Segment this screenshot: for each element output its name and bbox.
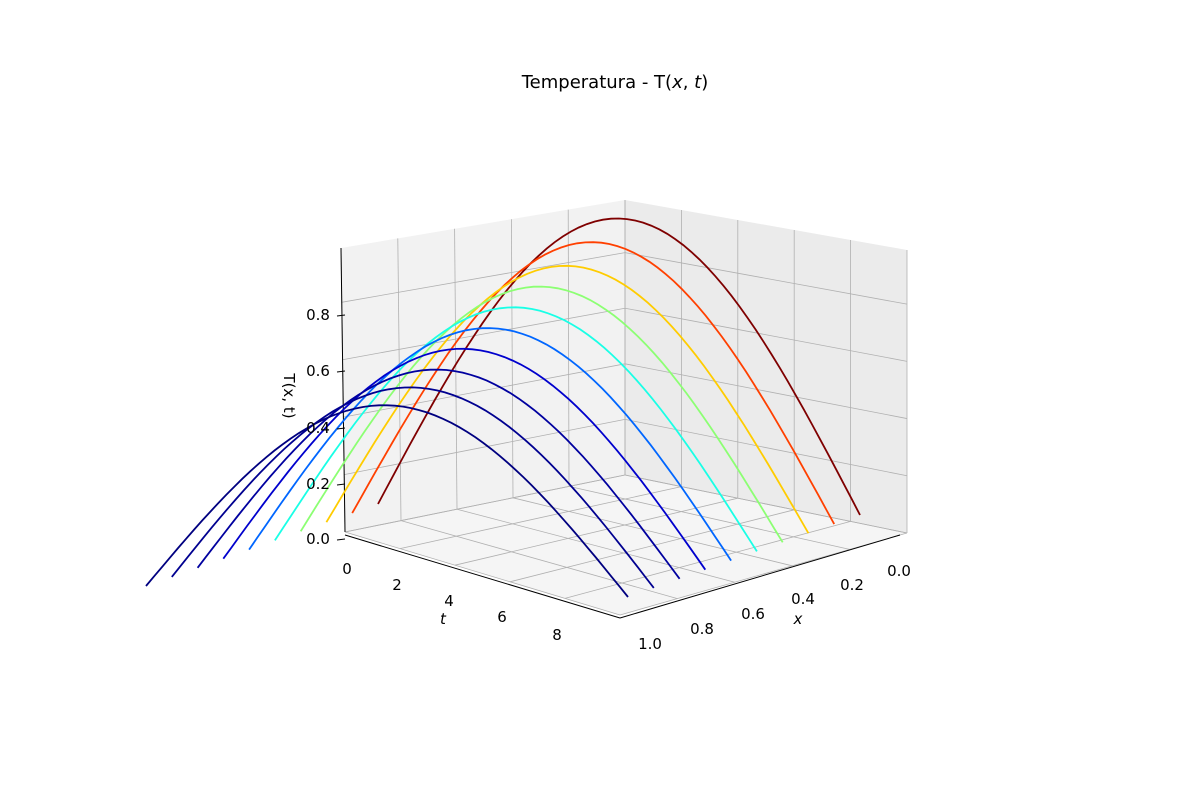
- z-tick-label: 0.0: [306, 530, 330, 548]
- x-axis-label: x: [793, 610, 803, 628]
- gridline-floor-t: [624, 474, 908, 534]
- t-tick-label: 4: [444, 592, 454, 610]
- z-tick-label: 0.4: [306, 419, 330, 437]
- x-tick-label: 0.4: [791, 590, 815, 608]
- z-tick-label: 0.8: [306, 306, 330, 324]
- z-tick-mark: [336, 427, 346, 430]
- z-tick-mark: [336, 483, 346, 486]
- t-axis-line: [344, 534, 621, 619]
- curve-t-4: [274, 306, 758, 552]
- gridline-left-wall-horizontal: [343, 363, 626, 418]
- curve-t-3: [299, 285, 784, 543]
- gridline-right-wall-horizontal: [624, 419, 908, 477]
- z-tick-mark: [336, 538, 346, 541]
- gridline-floor-t: [568, 486, 850, 550]
- back-pane-left: [341, 200, 625, 532]
- z-axis-line: [340, 247, 346, 533]
- gridline-left-wall-horizontal: [341, 252, 626, 303]
- x-axis-line: [619, 534, 901, 619]
- gridline-floor-t: [456, 508, 735, 583]
- gridline-floor-x: [509, 509, 795, 583]
- gridline-floor-t: [344, 531, 621, 616]
- curve-t-9: [145, 404, 629, 598]
- gridline-left-wall-vertical: [397, 238, 402, 521]
- gridline-left-wall-vertical: [454, 228, 458, 510]
- z-tick-mark: [336, 314, 346, 317]
- gridline-floor-x: [454, 497, 738, 566]
- tick-labels: 0.0 0.2 0.4 0.6 0.8 0 2 4 6 8 0.0 0.2 0.4 0.6 0.8 1.0: [306, 306, 911, 653]
- temperature-curves: [145, 217, 861, 598]
- z-tick-label: 0.2: [306, 475, 330, 493]
- z-axis-label: T(x, t): [280, 372, 298, 418]
- curve-t-7: [196, 368, 681, 580]
- gridline-floor-x: [344, 474, 626, 533]
- gridline-floor-t: [512, 497, 793, 567]
- x-tick-label: 0.2: [840, 576, 864, 594]
- t-tick-label: 0: [342, 560, 352, 578]
- t-tick-label: 8: [552, 626, 562, 644]
- axis-lines: [340, 247, 901, 619]
- z-tick-label: 0.6: [306, 362, 330, 380]
- gridline-right-wall-horizontal: [624, 252, 908, 305]
- back-pane-right: [625, 200, 907, 533]
- z-tick-mark: [336, 370, 346, 373]
- t-axis-label: t: [440, 610, 447, 628]
- curve-t-2: [325, 264, 810, 534]
- x-tick-label: 0.8: [690, 620, 714, 638]
- gridline-floor-x: [399, 486, 682, 549]
- curve-t-5: [248, 327, 732, 562]
- curve-t-1: [351, 241, 835, 525]
- gridline-floor-x: [564, 521, 851, 599]
- axes-panes: [341, 200, 907, 615]
- gridline-right-wall-horizontal: [624, 307, 908, 362]
- curve-t-0: [377, 217, 861, 516]
- x-tick-label: 0.0: [887, 562, 911, 580]
- gridline-right-wall-horizontal: [624, 363, 908, 419]
- gridline-floor-t: [400, 520, 678, 599]
- x-tick-label: 1.0: [638, 635, 662, 653]
- t-tick-label: 6: [497, 608, 507, 626]
- chart-title: Temperatura - T(x, t): [521, 72, 709, 93]
- t-tick-label: 2: [392, 576, 402, 594]
- gridline-left-wall-vertical: [511, 219, 514, 498]
- gridline-left-wall-horizontal: [342, 307, 626, 361]
- curve-t-6: [222, 347, 707, 571]
- x-tick-label: 0.6: [741, 605, 765, 623]
- curve-t-8: [171, 386, 655, 589]
- floor-pane: [345, 475, 907, 615]
- gridline-left-wall-vertical: [567, 209, 570, 487]
- gridline-left-wall-horizontal: [344, 419, 626, 475]
